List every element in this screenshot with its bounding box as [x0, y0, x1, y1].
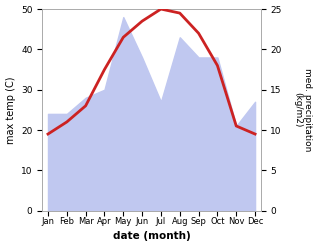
X-axis label: date (month): date (month): [113, 231, 190, 242]
Y-axis label: med. precipitation
(kg/m2): med. precipitation (kg/m2): [293, 68, 313, 152]
Y-axis label: max temp (C): max temp (C): [5, 76, 16, 144]
